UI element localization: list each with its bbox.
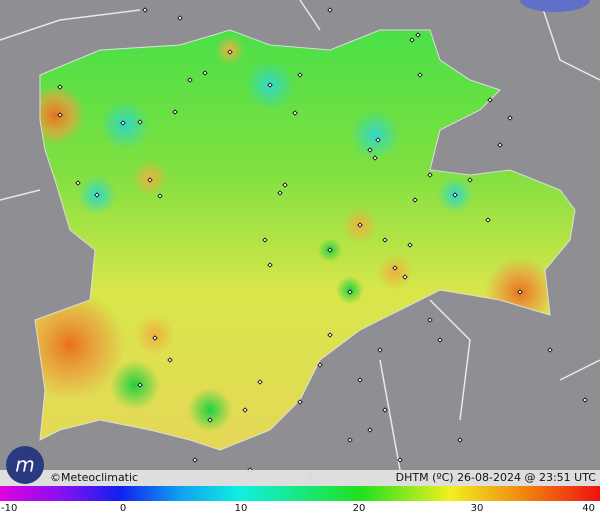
info-bar [0, 470, 600, 486]
caption: DHTM (ºC) 26-08-2024 @ 23:51 UTC [396, 471, 597, 484]
station [497, 142, 503, 148]
colorbar-ticks: -10 0 10 20 30 40 [1, 503, 595, 514]
station [382, 237, 388, 243]
station [202, 70, 208, 76]
station [75, 180, 81, 186]
borders [0, 0, 600, 471]
station [372, 155, 378, 161]
station [382, 407, 388, 413]
station [402, 274, 408, 280]
station [327, 332, 333, 338]
station [257, 379, 263, 385]
station [392, 265, 398, 271]
colorbar-tick-label: 30 [471, 503, 484, 514]
station [357, 377, 363, 383]
logo-mark: m [15, 453, 34, 477]
station [327, 247, 333, 253]
station [327, 7, 333, 13]
station [267, 262, 273, 268]
station [415, 32, 421, 38]
station [147, 177, 153, 183]
station [317, 362, 323, 368]
station [357, 222, 363, 228]
station [467, 177, 473, 183]
station [192, 457, 198, 463]
credit: ©Meteoclimatic [50, 471, 138, 484]
station [347, 437, 353, 443]
sea [520, 0, 590, 12]
colorbar-tick-label: -10 [1, 503, 17, 514]
station [227, 49, 233, 55]
station [167, 357, 173, 363]
station [485, 217, 491, 223]
station [452, 192, 458, 198]
station [417, 72, 423, 78]
station [407, 242, 413, 248]
station [57, 84, 63, 90]
station [137, 119, 143, 125]
station [157, 193, 163, 199]
station [277, 190, 283, 196]
station [120, 120, 126, 126]
station [297, 399, 303, 405]
station [137, 382, 143, 388]
station [367, 427, 373, 433]
station [57, 112, 63, 118]
logo [6, 446, 44, 484]
station [94, 192, 100, 198]
station [242, 407, 248, 413]
colorbar-tick-label: 0 [120, 503, 126, 514]
station [262, 237, 268, 243]
station [412, 197, 418, 203]
stations [57, 7, 588, 478]
colorbar-tick-label: 20 [353, 503, 366, 514]
station [377, 347, 383, 353]
station [207, 417, 213, 423]
station [437, 337, 443, 343]
station [152, 335, 158, 341]
station [292, 110, 298, 116]
station [507, 115, 513, 121]
station [487, 97, 493, 103]
colorbar-tick-label: 10 [235, 503, 248, 514]
station [427, 317, 433, 323]
station [177, 15, 183, 21]
station [282, 182, 288, 188]
station [517, 289, 523, 295]
station [409, 37, 415, 43]
colorbar-tick-label: 40 [582, 503, 595, 514]
colorbar [0, 486, 600, 501]
station [547, 347, 553, 353]
station [367, 147, 373, 153]
station [375, 137, 381, 143]
station [347, 289, 353, 295]
station [297, 72, 303, 78]
station [187, 77, 193, 83]
station [172, 109, 178, 115]
station [142, 7, 148, 13]
station [427, 172, 433, 178]
station [397, 457, 403, 463]
station [267, 82, 273, 88]
station [582, 397, 588, 403]
station [457, 437, 463, 443]
